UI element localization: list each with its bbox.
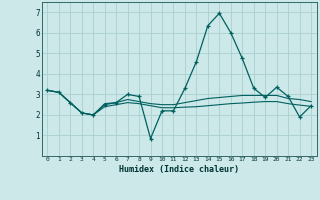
X-axis label: Humidex (Indice chaleur): Humidex (Indice chaleur) — [119, 165, 239, 174]
